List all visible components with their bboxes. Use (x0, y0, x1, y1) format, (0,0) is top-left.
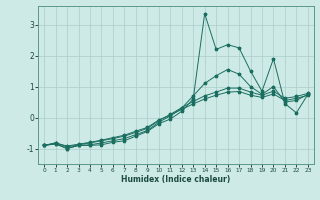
X-axis label: Humidex (Indice chaleur): Humidex (Indice chaleur) (121, 175, 231, 184)
